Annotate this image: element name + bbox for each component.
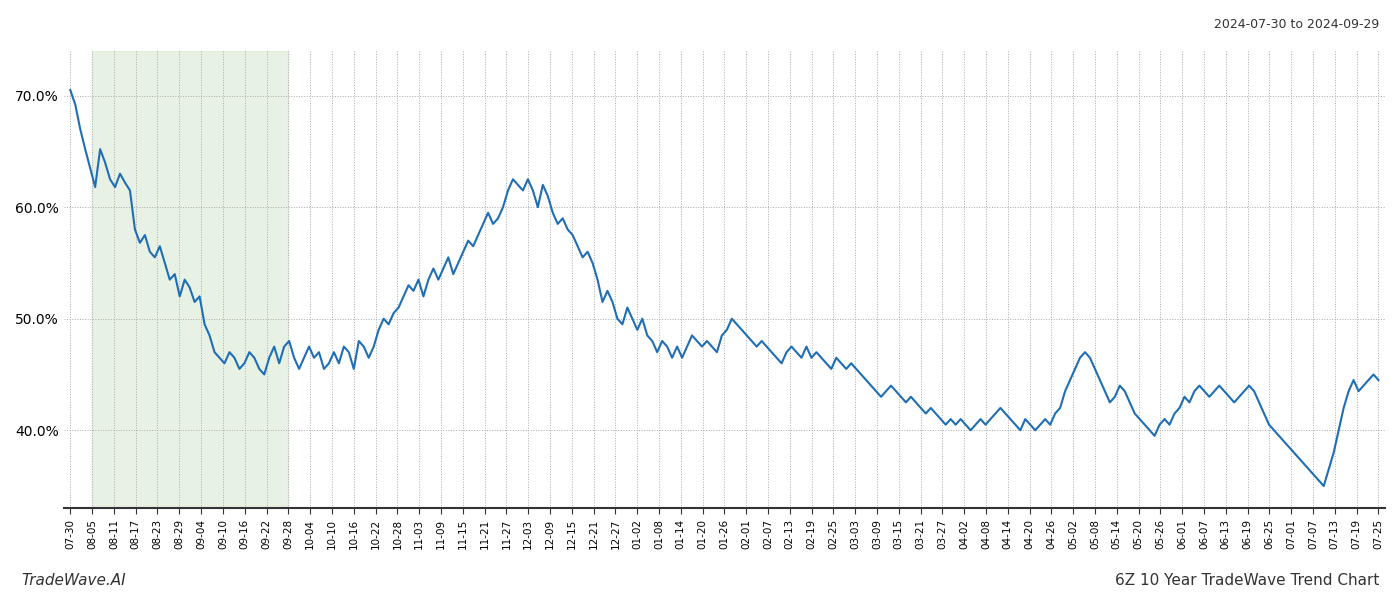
Text: 2024-07-30 to 2024-09-29: 2024-07-30 to 2024-09-29 xyxy=(1214,18,1379,31)
Bar xyxy=(92,51,288,508)
Text: TradeWave.AI: TradeWave.AI xyxy=(21,573,126,588)
Text: 6Z 10 Year TradeWave Trend Chart: 6Z 10 Year TradeWave Trend Chart xyxy=(1114,573,1379,588)
